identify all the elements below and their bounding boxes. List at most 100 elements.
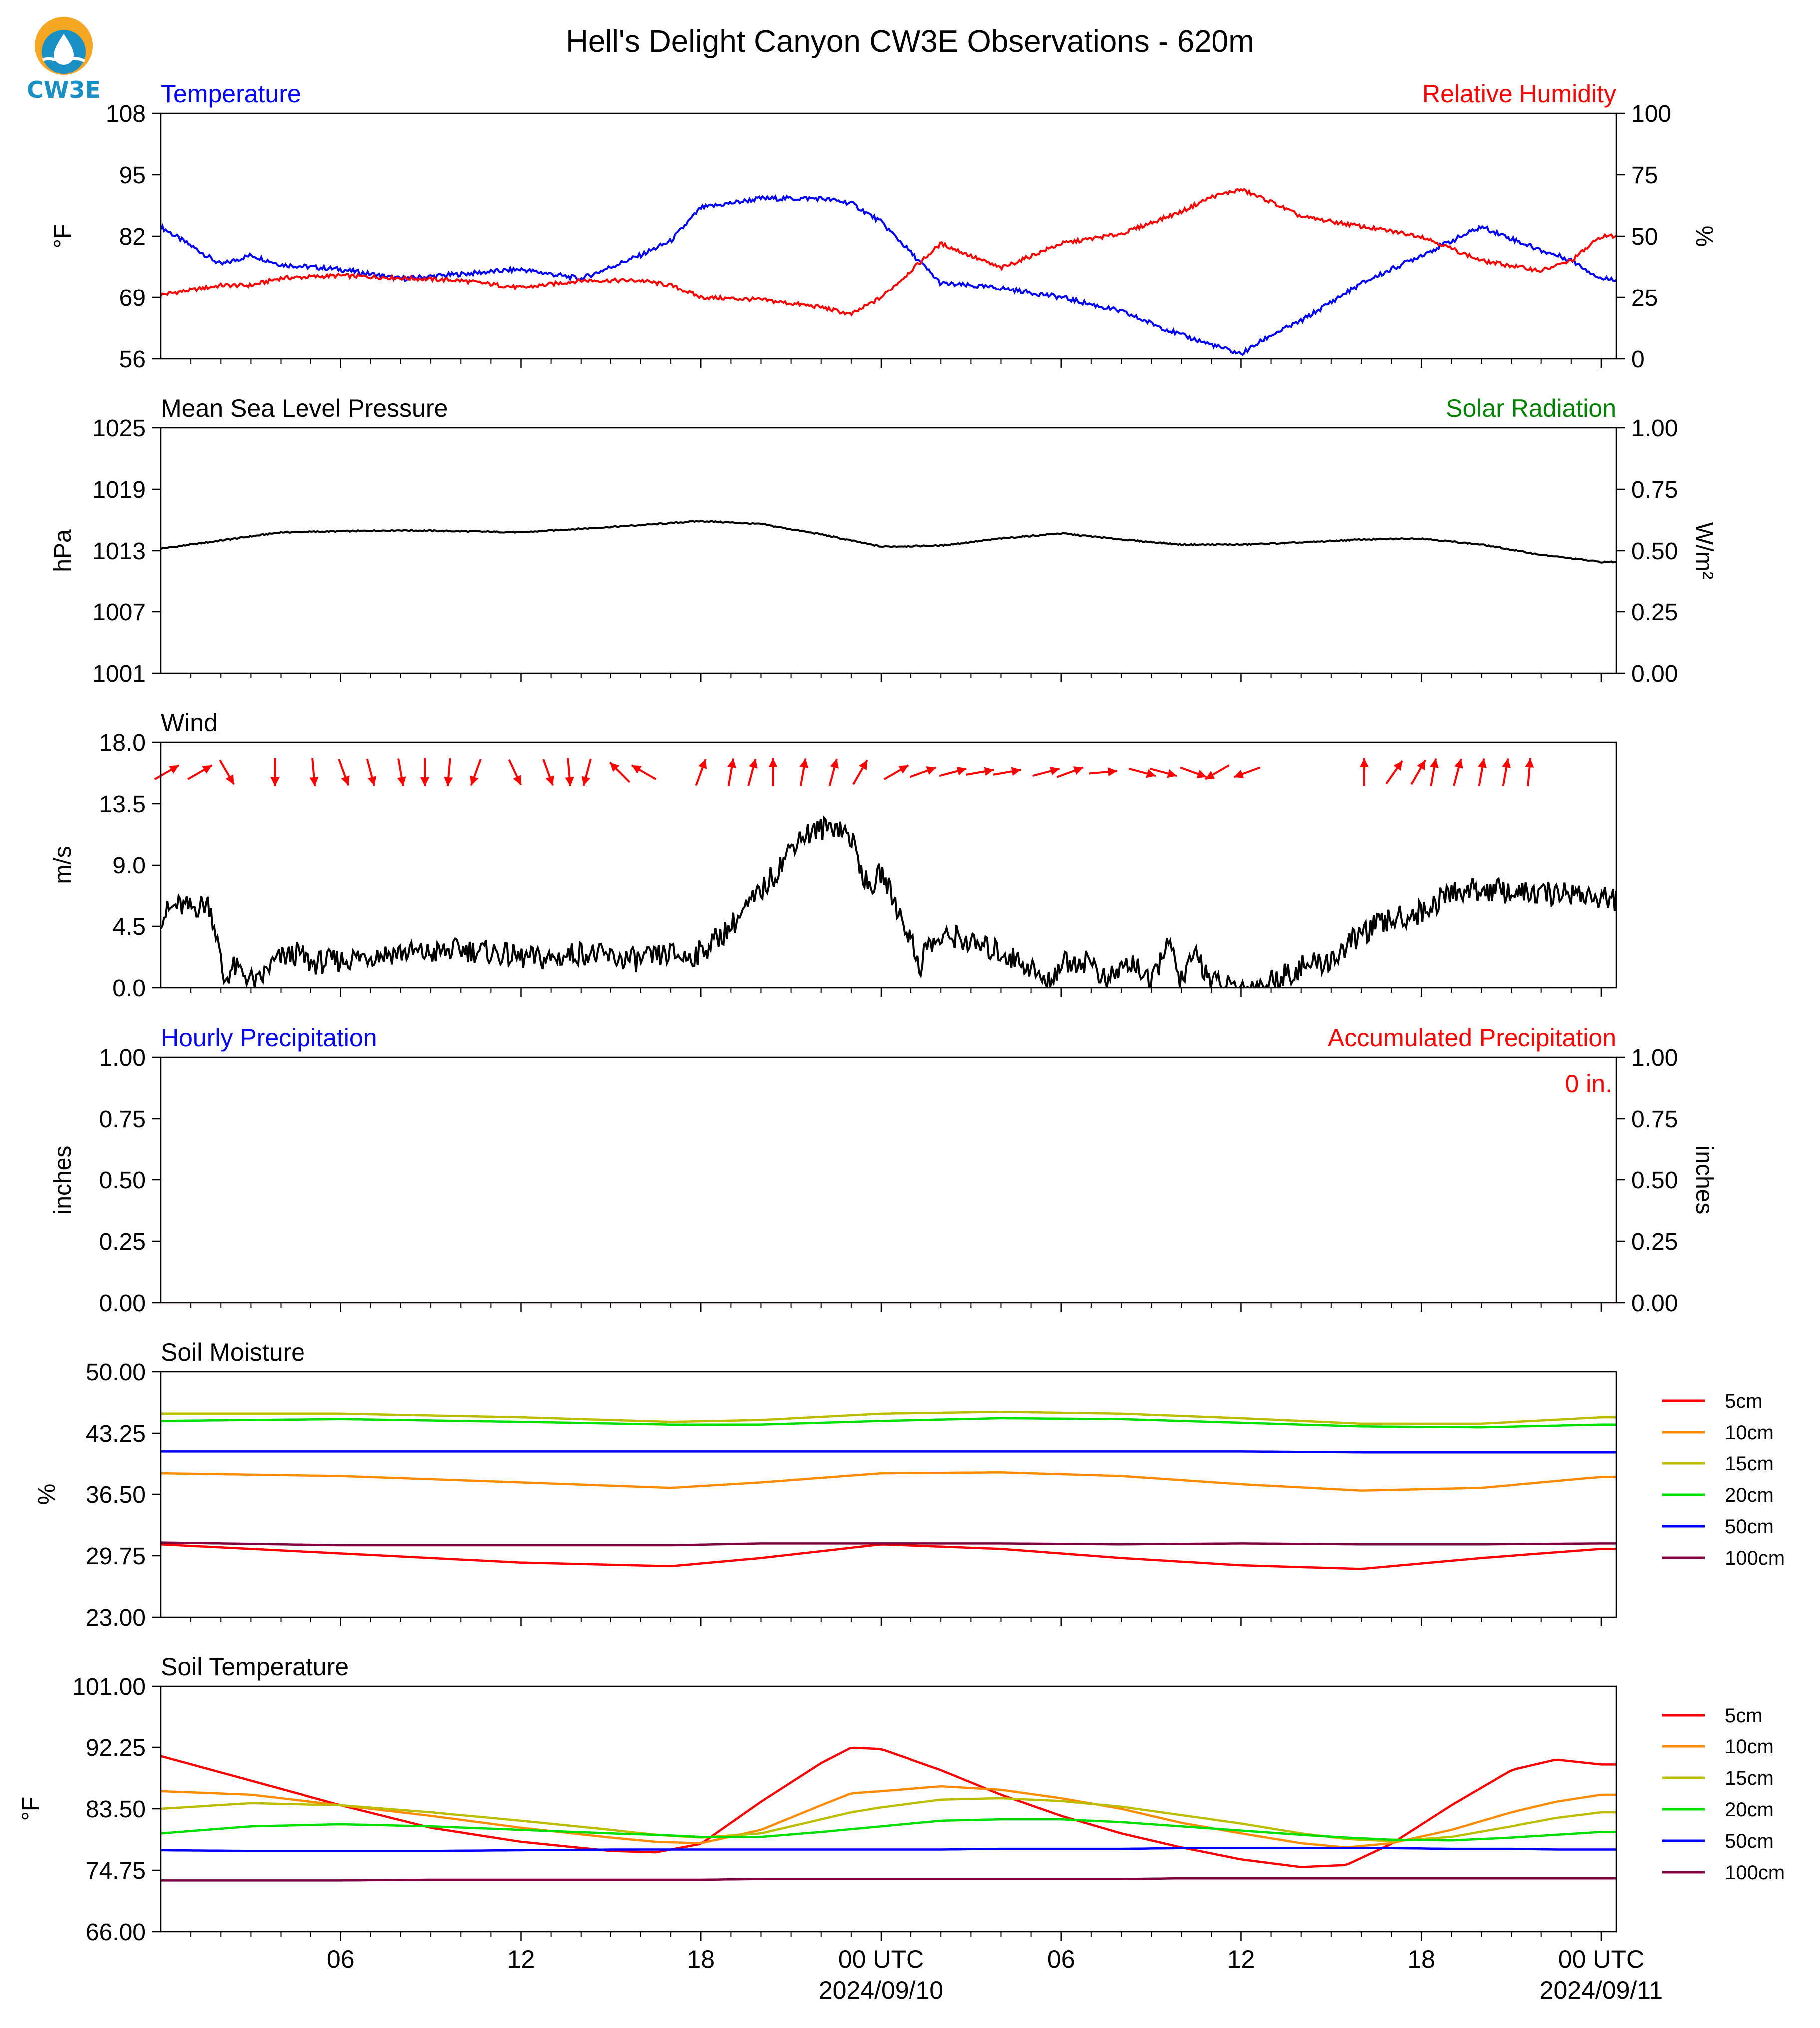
panel-wind: 0.0 4.5 9.0 13.5 18.0 Wind m/s <box>50 709 1617 1002</box>
y2-tick-label: 0.00 <box>1631 1290 1678 1317</box>
y-axis-label: hPa <box>50 529 76 572</box>
series-temperature <box>161 194 1616 356</box>
y-tick-label: 66.00 <box>86 1919 146 1946</box>
y2-tick-label: 0.50 <box>1631 1167 1678 1194</box>
wind-arrow <box>542 759 554 786</box>
wind-arrow <box>1430 758 1439 786</box>
x-tick-label: 06 <box>327 1945 355 1973</box>
series-relative-humidity <box>161 188 1616 317</box>
y-tick-label: 1007 <box>92 599 146 626</box>
wind-arrow <box>444 758 453 787</box>
wind-arrow <box>828 758 839 786</box>
y2-axis-label: % <box>1691 226 1717 247</box>
wind-arrow <box>397 758 406 786</box>
y-tick-label: 83.50 <box>86 1796 146 1823</box>
y2-tick-label: 100 <box>1631 101 1671 127</box>
wind-arrow <box>1453 758 1463 786</box>
legend-label: 5cm <box>1725 1705 1763 1727</box>
series-5cm <box>161 1746 1616 1868</box>
legend-label: 50cm <box>1725 1830 1774 1852</box>
legend: 5cm 10cm 15cm 20cm 50cm 100cm <box>1662 1705 1785 1884</box>
logo-text: CW3E <box>27 76 101 103</box>
panel-temp_rh: 56 69 82 95 108 0 25 50 75 100 Temperature Relative… <box>50 80 1717 373</box>
wind-arrow <box>508 759 522 786</box>
legend-label: 5cm <box>1725 1390 1763 1412</box>
y-tick-label: 92.25 <box>86 1735 146 1761</box>
legend-label: 10cm <box>1725 1736 1774 1758</box>
panel-left-title: Soil Moisture <box>161 1338 305 1366</box>
y2-tick-label: 0.50 <box>1631 538 1678 565</box>
y-tick-label: 108 <box>106 101 146 127</box>
y2-tick-label: 1.00 <box>1631 1045 1678 1071</box>
y-tick-label: 13.5 <box>99 791 146 818</box>
y-tick-label: 101.00 <box>72 1674 146 1700</box>
series-wind-speed <box>161 815 1616 988</box>
legend-label: 50cm <box>1725 1516 1774 1538</box>
x-tick-label: 00 UTC <box>838 1945 924 1973</box>
wind-arrow <box>1410 759 1426 785</box>
y2-tick-label: 75 <box>1631 162 1658 189</box>
y-axis-label: m/s <box>50 846 76 884</box>
y-tick-label: 4.5 <box>112 914 146 940</box>
y-tick-label: 36.50 <box>86 1482 146 1508</box>
wind-arrow <box>565 758 574 787</box>
y-tick-label: 1001 <box>92 661 146 687</box>
logo-wave-icon <box>42 57 85 63</box>
x-tick-label: 12 <box>1227 1945 1255 1973</box>
wind-arrow <box>420 758 430 786</box>
y-tick-label: 1013 <box>92 538 146 565</box>
y2-axis-label: inches <box>1691 1146 1717 1215</box>
y-tick-label: 0.25 <box>99 1229 146 1255</box>
legend-label: 10cm <box>1725 1422 1774 1444</box>
wind-arrow <box>747 758 758 786</box>
series-mean-sea-level-pressure <box>161 519 1616 564</box>
wind-arrow <box>219 759 235 785</box>
y2-tick-label: 0.25 <box>1631 599 1678 626</box>
wind-arrow <box>470 759 482 786</box>
y2-tick-label: 0.00 <box>1631 661 1678 687</box>
y-tick-label: 50.00 <box>86 1359 146 1386</box>
wind-arrow <box>910 766 937 778</box>
x-tick-label: 12 <box>507 1945 535 1973</box>
series-5cm <box>161 1543 1616 1570</box>
panels: 56 69 82 95 108 0 25 50 75 100 Temperature Relative… <box>18 80 1785 2004</box>
wind-arrow <box>631 764 657 780</box>
wind-arrow <box>1089 767 1117 777</box>
series-20cm <box>161 1818 1616 1842</box>
wind-arrow <box>1205 764 1230 780</box>
wind-arrow <box>1056 766 1084 778</box>
wind-arrow <box>966 767 994 776</box>
y-axis-label: °F <box>18 1797 44 1821</box>
wind-arrow <box>1149 767 1177 778</box>
wind-arrow <box>609 761 631 783</box>
series-10cm <box>161 1785 1616 1849</box>
cw3e-logo: CW3E <box>27 17 101 103</box>
wind-arrow <box>1525 758 1534 787</box>
wind-arrow <box>1032 766 1060 777</box>
y-axis-label: % <box>34 1484 60 1505</box>
panel-left-title: Wind <box>161 709 218 737</box>
logo-drop-icon <box>54 34 74 65</box>
series-50cm <box>161 1847 1616 1852</box>
series-15cm <box>161 1797 1616 1842</box>
panel-right-title: Relative Humidity <box>1422 80 1616 108</box>
legend-label: 15cm <box>1725 1453 1774 1475</box>
wind-arrow <box>852 759 868 785</box>
panel-left-title: Soil Temperature <box>161 1653 349 1681</box>
x-tick-label: 06 <box>1047 1945 1075 1973</box>
wind-arrow <box>993 767 1021 776</box>
y-axis-label: °F <box>50 224 76 249</box>
y-tick-label: 56 <box>119 346 146 373</box>
y-tick-label: 0.75 <box>99 1106 146 1133</box>
y-tick-label: 95 <box>119 162 146 189</box>
panel-right-title: Accumulated Precipitation <box>1328 1024 1616 1052</box>
y2-tick-label: 0.75 <box>1631 477 1678 503</box>
legend-label: 20cm <box>1725 1484 1774 1506</box>
y-tick-label: 0.00 <box>99 1290 146 1317</box>
y-tick-label: 69 <box>119 285 146 311</box>
y-axis-label: inches <box>50 1146 76 1215</box>
y-tick-label: 82 <box>119 224 146 250</box>
legend-label: 100cm <box>1725 1547 1785 1569</box>
y2-tick-label: 25 <box>1631 285 1658 311</box>
